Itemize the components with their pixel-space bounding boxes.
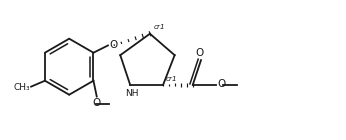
Text: cr1: cr1 xyxy=(166,76,177,81)
Text: O: O xyxy=(195,48,204,58)
Text: cr1: cr1 xyxy=(153,24,165,30)
Text: O: O xyxy=(92,98,100,108)
Text: CH₃: CH₃ xyxy=(13,83,30,92)
Text: O: O xyxy=(217,80,225,89)
Text: O: O xyxy=(109,40,118,50)
Text: NH: NH xyxy=(125,89,138,98)
